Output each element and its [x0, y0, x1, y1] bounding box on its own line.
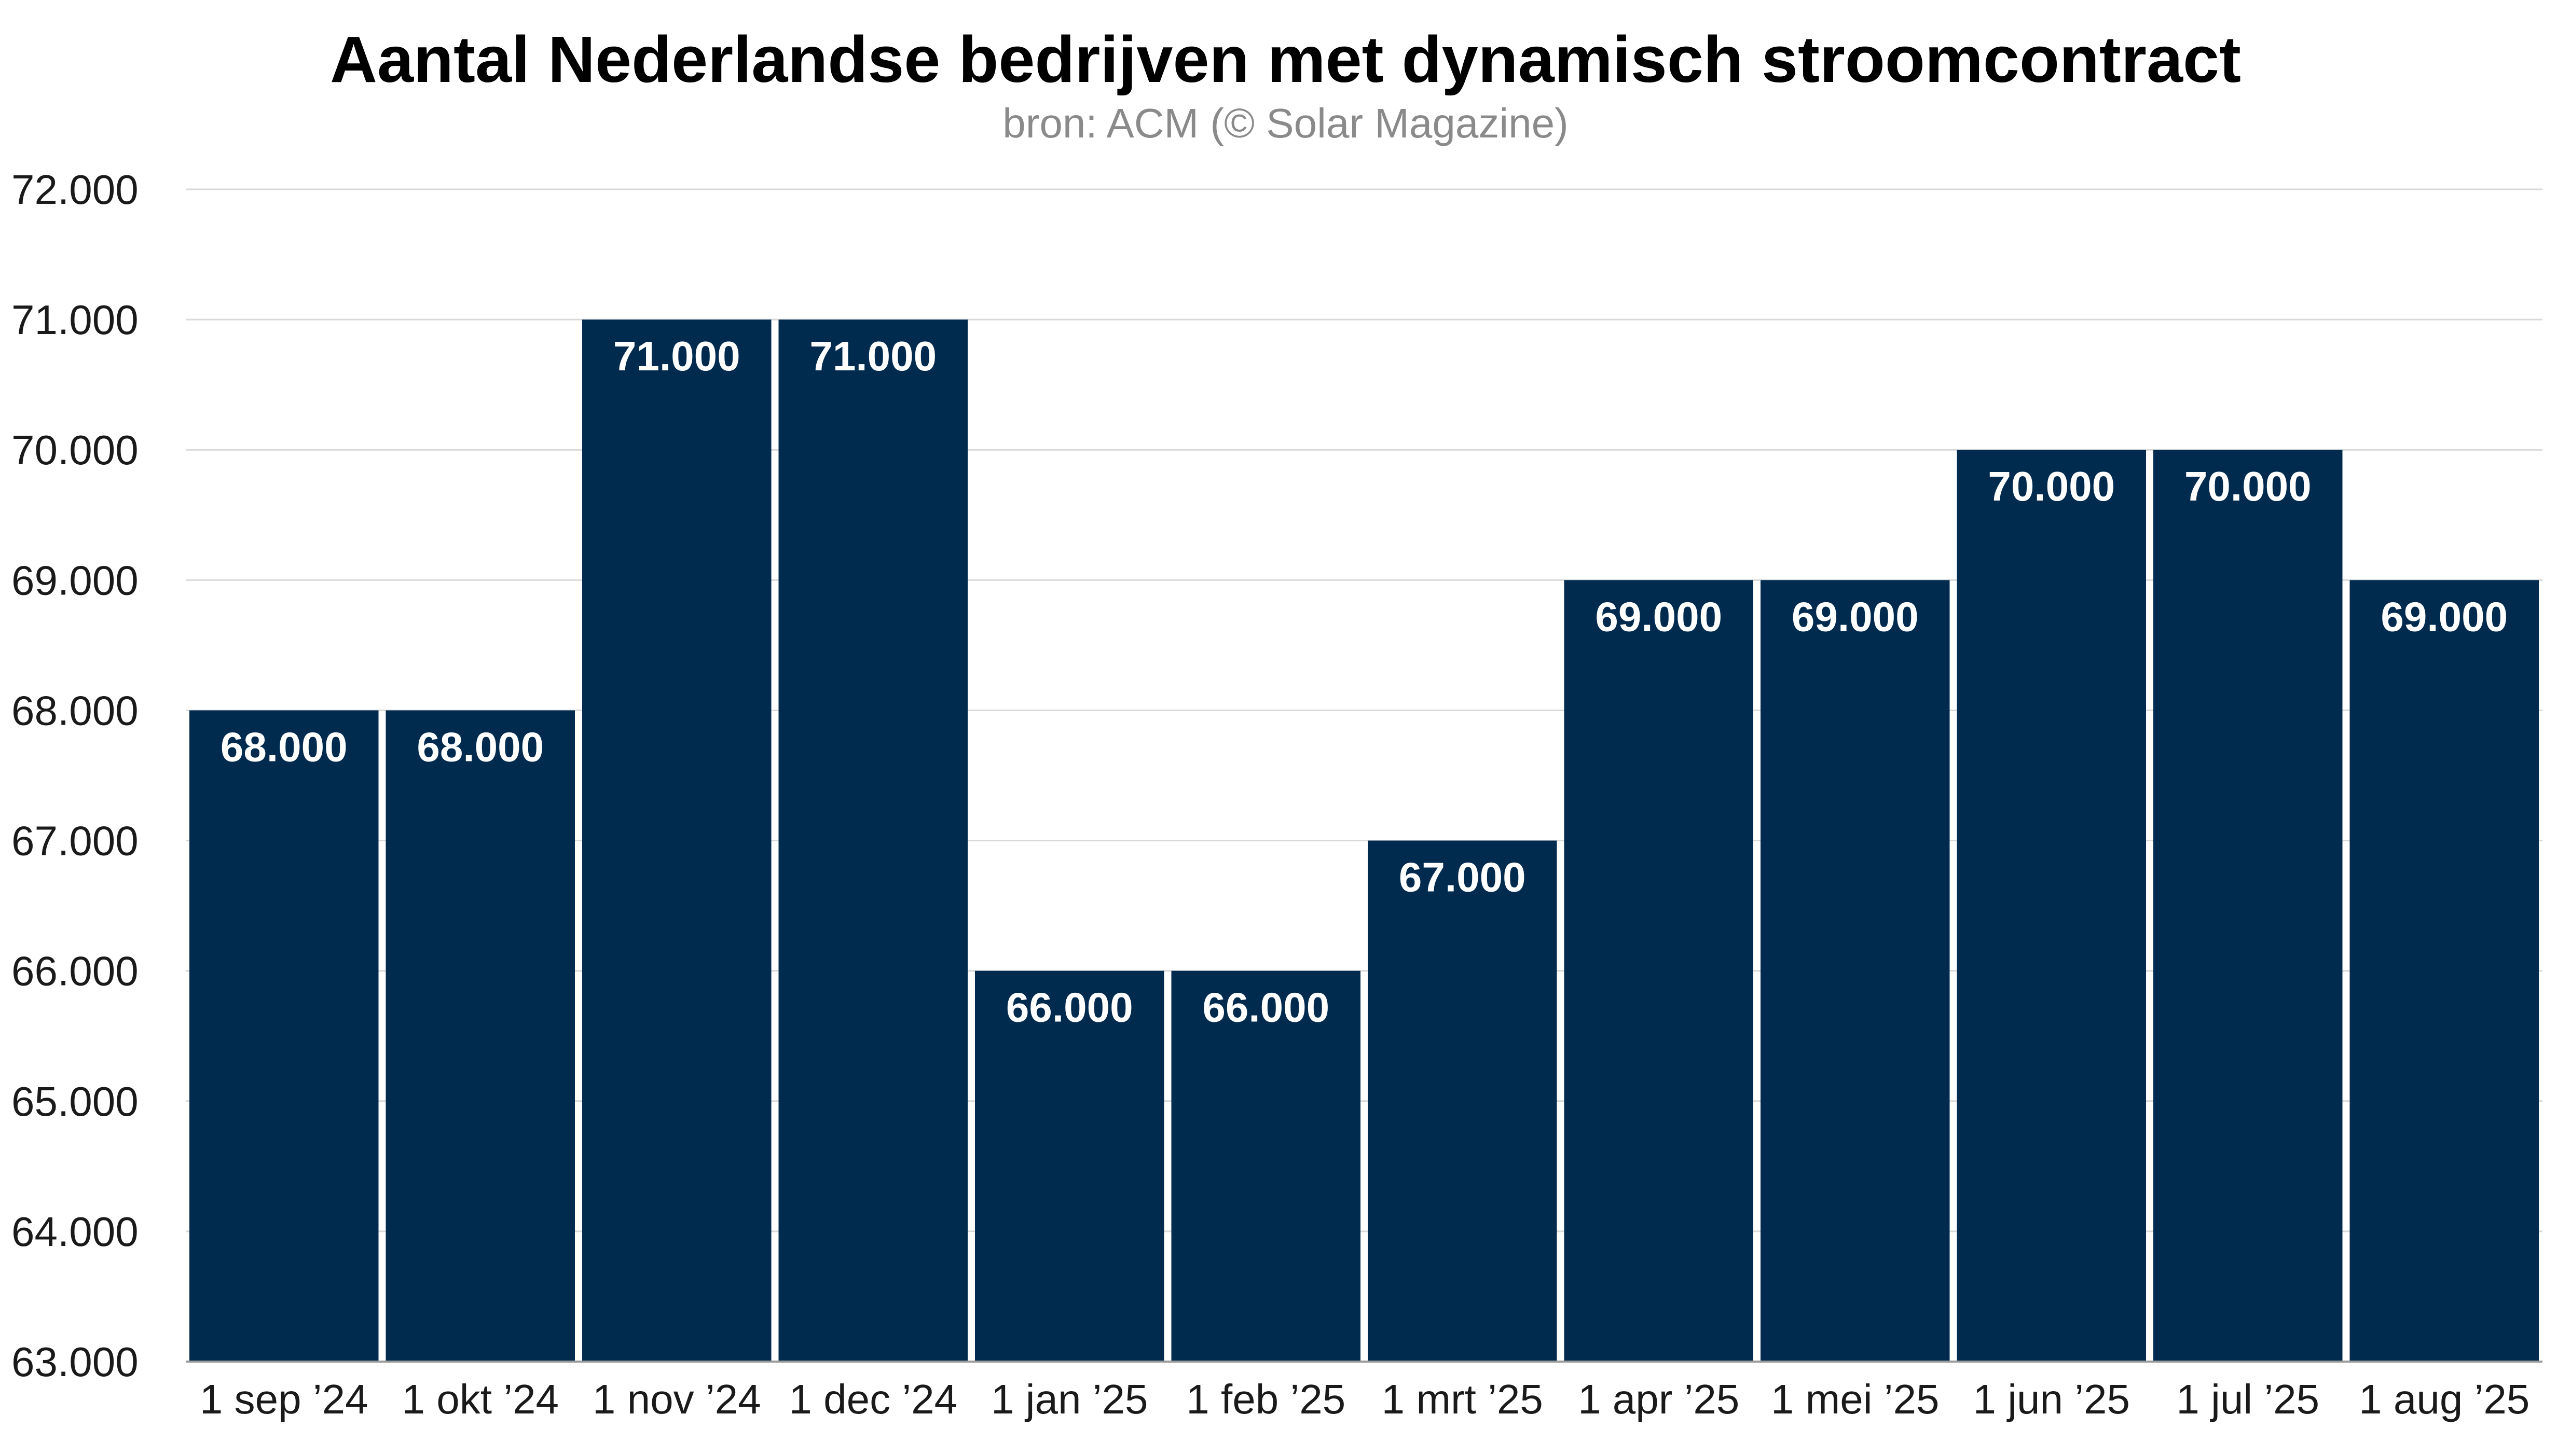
bar: [1957, 450, 2146, 1362]
y-tick-label: 65.000: [11, 1078, 139, 1125]
bar: [1564, 580, 1753, 1362]
bar: [1761, 580, 1950, 1362]
x-tick-label: 1 jan ’25: [991, 1376, 1148, 1422]
bars: [189, 320, 2539, 1362]
bar-value-label: 66.000: [1006, 984, 1133, 1031]
bar: [2349, 580, 2539, 1362]
bar: [975, 970, 1164, 1362]
y-tick-label: 71.000: [11, 297, 139, 343]
x-tick-label: 1 okt ’24: [402, 1376, 559, 1422]
data-labels: 68.000 68.000 71.000 71.000 66.000 66.000 67.0…: [221, 333, 2508, 1031]
x-tick-label: 1 feb ’25: [1186, 1376, 1345, 1422]
bar: [1171, 970, 1360, 1362]
bar: [2153, 450, 2343, 1362]
bar-value-label: 71.000: [613, 333, 740, 379]
y-tick-label: 63.000: [11, 1339, 139, 1385]
bar: [582, 320, 772, 1362]
y-tick-label: 69.000: [11, 557, 139, 603]
x-tick-label: 1 dec ’24: [789, 1376, 957, 1422]
bar-value-label: 71.000: [809, 333, 937, 379]
bar-value-label: 69.000: [1792, 593, 1919, 640]
y-tick-label: 72.000: [11, 167, 139, 213]
x-axis: 1 sep ’24 1 okt ’24 1 nov ’24 1 dec ’24 1 ja…: [186, 1361, 2542, 1422]
chart-title: Aantal Nederlandse bedrijven met dynamis…: [329, 23, 2242, 96]
bar: [1368, 840, 1557, 1362]
y-tick-label: 68.000: [11, 687, 139, 733]
bar-value-label: 69.000: [2381, 593, 2508, 640]
bar: [189, 710, 379, 1362]
y-tick-label: 64.000: [11, 1209, 139, 1255]
bar: [386, 710, 575, 1362]
bar-value-label: 66.000: [1202, 984, 1329, 1031]
bar-value-label: 68.000: [417, 724, 544, 770]
y-tick-label: 66.000: [11, 948, 139, 994]
bar-value-label: 70.000: [1988, 463, 2115, 509]
chart-subtitle: bron: ACM (© Solar Magazine): [1002, 100, 1569, 146]
bar-value-label: 67.000: [1399, 854, 1526, 900]
y-tick-label: 70.000: [11, 427, 139, 473]
x-tick-label: 1 mrt ’25: [1382, 1376, 1543, 1422]
bar: [778, 320, 968, 1362]
x-tick-label: 1 jun ’25: [1973, 1376, 2130, 1422]
bar-value-label: 70.000: [2184, 463, 2312, 509]
x-tick-label: 1 sep ’24: [200, 1376, 368, 1422]
y-tick-label: 67.000: [11, 818, 139, 864]
x-tick-label: 1 aug ’25: [2359, 1376, 2529, 1422]
x-tick-label: 1 nov ’24: [593, 1376, 761, 1422]
x-tick-label: 1 apr ’25: [1578, 1376, 1739, 1422]
gridlines: [186, 188, 2542, 1363]
y-axis: 63.000 64.000 65.000 66.000 67.000 68.000 69.0…: [11, 167, 139, 1385]
bar-value-label: 68.000: [221, 724, 348, 770]
x-tick-label: 1 mei ’25: [1771, 1376, 1940, 1422]
x-tick-label: 1 jul ’25: [2176, 1376, 2319, 1422]
bar-value-label: 69.000: [1595, 593, 1722, 640]
